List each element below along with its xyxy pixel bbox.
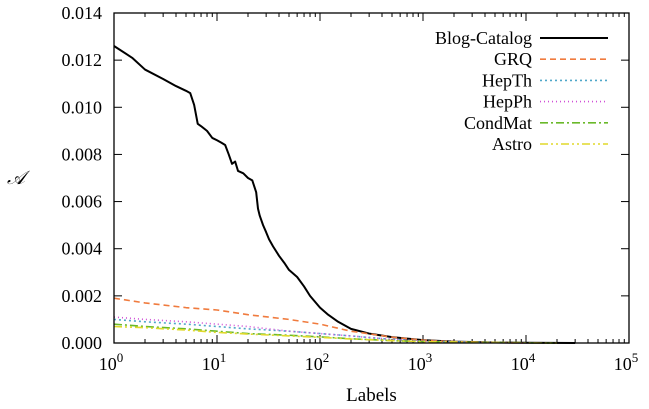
x-tick-label: 104 xyxy=(511,350,536,374)
y-tick-label: 0.014 xyxy=(62,3,103,23)
y-tick-label: 0.008 xyxy=(62,144,103,164)
x-tick-label: 100 xyxy=(99,350,124,374)
y-tick-label: 0.000 xyxy=(62,333,103,353)
y-axis-ticks: 0.000 0.002 0.004 0.006 0.008 0.010 0.012 0.014 xyxy=(62,3,629,353)
series-line-hepth xyxy=(113,318,527,344)
series-line-blog-catalog xyxy=(113,45,576,344)
legend-label: CondMat xyxy=(464,113,532,133)
x-tick-label: 101 xyxy=(202,350,227,374)
legend-label: Blog-Catalog xyxy=(435,28,532,48)
x-tick-label: 105 xyxy=(614,350,639,374)
y-tick-label: 0.012 xyxy=(62,50,103,70)
x-axis-title: Labels xyxy=(346,385,397,406)
legend-label: HepTh xyxy=(482,70,532,90)
legend-label: Astro xyxy=(492,134,532,154)
plot-frame xyxy=(113,12,630,344)
y-tick-label: 0.006 xyxy=(62,192,103,212)
x-tick-label: 102 xyxy=(305,350,330,374)
y-tick-label: 0.004 xyxy=(62,239,103,259)
y-tick-label: 0.010 xyxy=(62,97,103,117)
y-tick-label: 0.002 xyxy=(62,286,103,306)
legend-label: HepPh xyxy=(483,92,532,112)
legend-label: GRQ xyxy=(494,49,532,69)
x-axis-ticks: 100 101 102 103 104 105 xyxy=(99,13,639,374)
x-tick-label: 103 xyxy=(408,350,433,374)
series-line-astro xyxy=(113,325,558,344)
plot-series xyxy=(113,45,576,344)
y-axis-title: 𝒜 xyxy=(7,168,31,189)
